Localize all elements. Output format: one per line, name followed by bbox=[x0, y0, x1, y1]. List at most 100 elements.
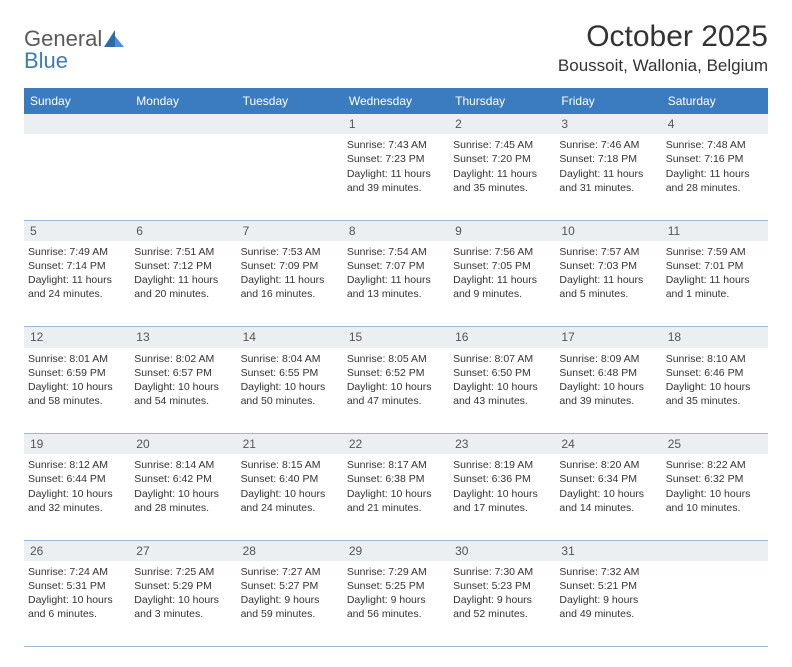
day-cell: Sunrise: 7:57 AMSunset: 7:03 PMDaylight:… bbox=[555, 241, 661, 327]
title-block: October 2025 Boussoit, Wallonia, Belgium bbox=[558, 20, 768, 76]
day-info-line: Sunset: 6:59 PM bbox=[28, 366, 126, 380]
day-info-line: Daylight: 10 hours bbox=[241, 487, 339, 501]
day-info-line: Daylight: 11 hours bbox=[559, 273, 657, 287]
day-info-line: Sunrise: 7:59 AM bbox=[666, 245, 764, 259]
day-cell: Sunrise: 7:45 AMSunset: 7:20 PMDaylight:… bbox=[449, 134, 555, 220]
day-number: 29 bbox=[343, 540, 449, 561]
day-info-line: and 3 minutes. bbox=[134, 607, 232, 621]
day-cell: Sunrise: 8:17 AMSunset: 6:38 PMDaylight:… bbox=[343, 454, 449, 540]
day-cell: Sunrise: 8:09 AMSunset: 6:48 PMDaylight:… bbox=[555, 348, 661, 434]
day-number-row: 262728293031 bbox=[24, 540, 768, 561]
day-info-line: Sunrise: 7:30 AM bbox=[453, 565, 551, 579]
day-info-line: and 47 minutes. bbox=[347, 394, 445, 408]
day-number: 9 bbox=[449, 220, 555, 241]
day-info-line: Sunrise: 7:29 AM bbox=[347, 565, 445, 579]
day-info-line: Daylight: 9 hours bbox=[453, 593, 551, 607]
day-info-line: and 50 minutes. bbox=[241, 394, 339, 408]
day-info-line: Sunset: 5:31 PM bbox=[28, 579, 126, 593]
day-info-line: Sunset: 5:23 PM bbox=[453, 579, 551, 593]
day-cell: Sunrise: 8:19 AMSunset: 6:36 PMDaylight:… bbox=[449, 454, 555, 540]
day-number: 7 bbox=[237, 220, 343, 241]
day-info-line: Sunset: 6:38 PM bbox=[347, 472, 445, 486]
day-info-line: Sunrise: 8:01 AM bbox=[28, 352, 126, 366]
day-number: 6 bbox=[130, 220, 236, 241]
day-info-line: and 5 minutes. bbox=[559, 287, 657, 301]
day-info-line: Daylight: 10 hours bbox=[453, 487, 551, 501]
day-number: 18 bbox=[662, 327, 768, 348]
day-info-line: Daylight: 11 hours bbox=[347, 273, 445, 287]
day-cell: Sunrise: 7:25 AMSunset: 5:29 PMDaylight:… bbox=[130, 561, 236, 647]
day-info-line: Daylight: 9 hours bbox=[559, 593, 657, 607]
header: General October 2025 Boussoit, Wallonia,… bbox=[24, 20, 768, 76]
day-cell: Sunrise: 7:53 AMSunset: 7:09 PMDaylight:… bbox=[237, 241, 343, 327]
day-info-line: Sunrise: 7:32 AM bbox=[559, 565, 657, 579]
day-info-line: and 35 minutes. bbox=[453, 181, 551, 195]
day-info-line: Sunset: 7:14 PM bbox=[28, 259, 126, 273]
day-info-line: Sunrise: 8:04 AM bbox=[241, 352, 339, 366]
day-info-line: Sunrise: 7:25 AM bbox=[134, 565, 232, 579]
day-info-line: and 24 minutes. bbox=[28, 287, 126, 301]
day-info-line: Sunrise: 8:09 AM bbox=[559, 352, 657, 366]
day-number: 12 bbox=[24, 327, 130, 348]
day-info-line: and 39 minutes. bbox=[559, 394, 657, 408]
day-number: 14 bbox=[237, 327, 343, 348]
day-info-line: Sunset: 7:16 PM bbox=[666, 152, 764, 166]
day-info-line: Daylight: 10 hours bbox=[28, 593, 126, 607]
day-number: 4 bbox=[662, 114, 768, 134]
day-info-line: Sunrise: 8:07 AM bbox=[453, 352, 551, 366]
day-number: 2 bbox=[449, 114, 555, 134]
day-info-line: Daylight: 10 hours bbox=[559, 380, 657, 394]
day-cell: Sunrise: 8:12 AMSunset: 6:44 PMDaylight:… bbox=[24, 454, 130, 540]
day-info-line: Sunrise: 8:19 AM bbox=[453, 458, 551, 472]
weekday-header: Friday bbox=[555, 88, 661, 114]
day-cell: Sunrise: 7:56 AMSunset: 7:05 PMDaylight:… bbox=[449, 241, 555, 327]
day-info-line: Daylight: 11 hours bbox=[347, 167, 445, 181]
day-info-line: Sunrise: 8:02 AM bbox=[134, 352, 232, 366]
day-cell: Sunrise: 7:54 AMSunset: 7:07 PMDaylight:… bbox=[343, 241, 449, 327]
day-info-line: Sunrise: 7:51 AM bbox=[134, 245, 232, 259]
day-number: 3 bbox=[555, 114, 661, 134]
weekday-header: Thursday bbox=[449, 88, 555, 114]
day-info-line: Sunset: 7:03 PM bbox=[559, 259, 657, 273]
day-cell: Sunrise: 7:43 AMSunset: 7:23 PMDaylight:… bbox=[343, 134, 449, 220]
day-number: 20 bbox=[130, 434, 236, 455]
day-info-line: Sunrise: 8:20 AM bbox=[559, 458, 657, 472]
day-info-line: Sunrise: 7:56 AM bbox=[453, 245, 551, 259]
day-number: 11 bbox=[662, 220, 768, 241]
day-info-line: and 24 minutes. bbox=[241, 501, 339, 515]
day-number-row: 19202122232425 bbox=[24, 434, 768, 455]
location: Boussoit, Wallonia, Belgium bbox=[558, 56, 768, 76]
day-number bbox=[24, 114, 130, 134]
day-content-row: Sunrise: 7:43 AMSunset: 7:23 PMDaylight:… bbox=[24, 134, 768, 220]
day-info-line: and 31 minutes. bbox=[559, 181, 657, 195]
day-number: 5 bbox=[24, 220, 130, 241]
day-info-line: Sunrise: 7:53 AM bbox=[241, 245, 339, 259]
day-info-line: Daylight: 11 hours bbox=[453, 167, 551, 181]
day-info-line: Sunset: 6:34 PM bbox=[559, 472, 657, 486]
day-info-line: Sunrise: 7:27 AM bbox=[241, 565, 339, 579]
day-number bbox=[237, 114, 343, 134]
day-number: 25 bbox=[662, 434, 768, 455]
day-number: 22 bbox=[343, 434, 449, 455]
day-info-line: and 13 minutes. bbox=[347, 287, 445, 301]
day-cell: Sunrise: 7:32 AMSunset: 5:21 PMDaylight:… bbox=[555, 561, 661, 647]
day-info-line: Daylight: 11 hours bbox=[134, 273, 232, 287]
day-info-line: Sunset: 6:32 PM bbox=[666, 472, 764, 486]
day-info-line: and 9 minutes. bbox=[453, 287, 551, 301]
weekday-header: Saturday bbox=[662, 88, 768, 114]
day-info-line: Sunset: 6:42 PM bbox=[134, 472, 232, 486]
day-info-line: Daylight: 11 hours bbox=[453, 273, 551, 287]
day-info-line: Daylight: 10 hours bbox=[241, 380, 339, 394]
day-number: 21 bbox=[237, 434, 343, 455]
day-info-line: and 32 minutes. bbox=[28, 501, 126, 515]
day-number: 27 bbox=[130, 540, 236, 561]
day-number: 31 bbox=[555, 540, 661, 561]
day-info-line: Sunset: 5:21 PM bbox=[559, 579, 657, 593]
day-info-line: and 56 minutes. bbox=[347, 607, 445, 621]
day-number-row: 567891011 bbox=[24, 220, 768, 241]
day-info-line: Sunset: 6:52 PM bbox=[347, 366, 445, 380]
day-cell: Sunrise: 7:27 AMSunset: 5:27 PMDaylight:… bbox=[237, 561, 343, 647]
day-number: 30 bbox=[449, 540, 555, 561]
day-info-line: and 52 minutes. bbox=[453, 607, 551, 621]
day-info-line: and 35 minutes. bbox=[666, 394, 764, 408]
